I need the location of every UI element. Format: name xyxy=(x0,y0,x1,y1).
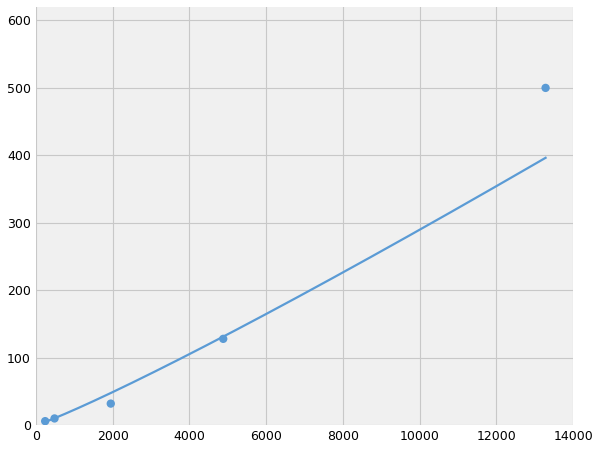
Point xyxy=(106,400,116,407)
Point xyxy=(541,84,550,91)
Point xyxy=(40,418,50,425)
Point xyxy=(50,415,59,422)
Point xyxy=(218,335,228,342)
